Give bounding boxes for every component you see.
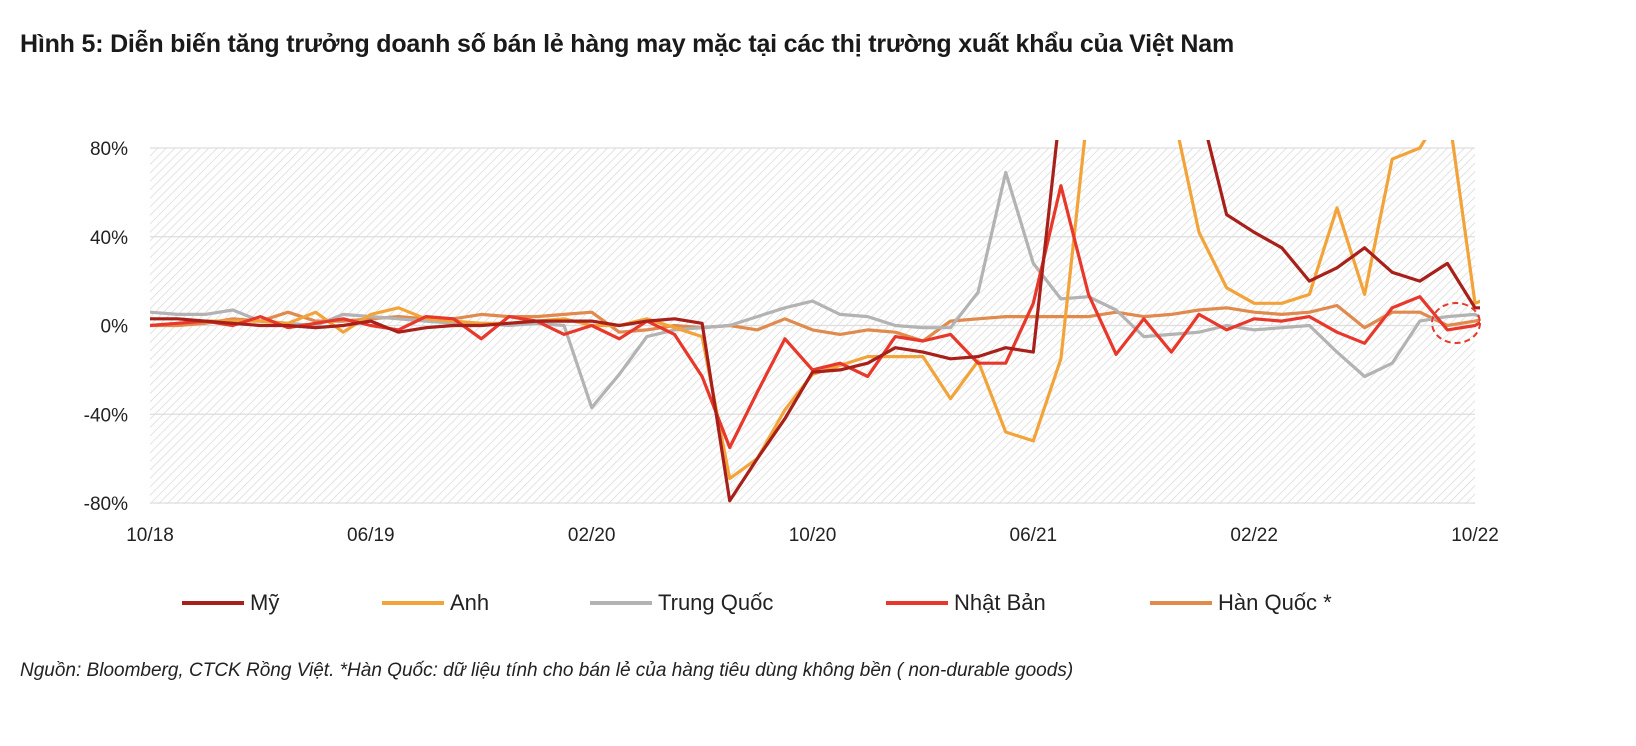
x-tick-label: 02/20 — [568, 525, 616, 546]
x-tick-label: 06/19 — [347, 525, 395, 546]
legend-label-anh: Anh — [450, 590, 490, 615]
x-tick-label: 02/22 — [1230, 525, 1278, 546]
legend-swatch-nhat-ban — [886, 601, 948, 605]
y-tick-label: -40% — [84, 405, 128, 426]
x-tick-label: 06/21 — [1010, 525, 1058, 546]
legend-label-han-quoc: Hàn Quốc * — [1218, 590, 1332, 615]
y-tick-label: -80% — [84, 494, 128, 515]
legend-item-nhat-ban: Nhật Bản — [886, 590, 1046, 616]
legend-label-trung-quoc: Trung Quốc — [658, 590, 774, 615]
legend-swatch-my — [182, 601, 244, 605]
y-tick-label: 0% — [101, 317, 129, 338]
y-tick-label: 40% — [90, 228, 128, 249]
legend-swatch-anh — [382, 601, 444, 605]
legend-item-han-quoc: Hàn Quốc * — [1150, 590, 1332, 616]
legend-item-anh: Anh — [382, 590, 489, 616]
source-note: Nguồn: Bloomberg, CTCK Rồng Việt. *Hàn Q… — [20, 660, 1074, 681]
legend-label-my: Mỹ — [250, 590, 280, 615]
highlight-circle — [1431, 302, 1481, 344]
x-tick-label: 10/20 — [789, 525, 837, 546]
legend-swatch-han-quoc — [1150, 601, 1212, 605]
y-tick-label: 80% — [90, 139, 128, 160]
x-tick-label: 10/22 — [1451, 525, 1499, 546]
legend-swatch-trung-quoc — [590, 601, 652, 605]
series-line-nhat_ban — [150, 184, 1480, 450]
series-line-my — [150, 140, 1480, 503]
legend-label-nhat-ban: Nhật Bản — [954, 590, 1046, 615]
legend-item-my: Mỹ — [182, 590, 279, 616]
series-line-anh — [150, 140, 1480, 481]
chart-legend: Mỹ Anh Trung Quốc Nhật Bản Hàn Quốc * — [0, 590, 1636, 630]
legend-item-trung-quoc: Trung Quốc — [590, 590, 773, 616]
figure-title: Hình 5: Diễn biến tăng trưởng doanh số b… — [20, 30, 1235, 58]
series-line-trung_quoc — [150, 170, 1480, 410]
x-tick-label: 10/18 — [126, 525, 174, 546]
